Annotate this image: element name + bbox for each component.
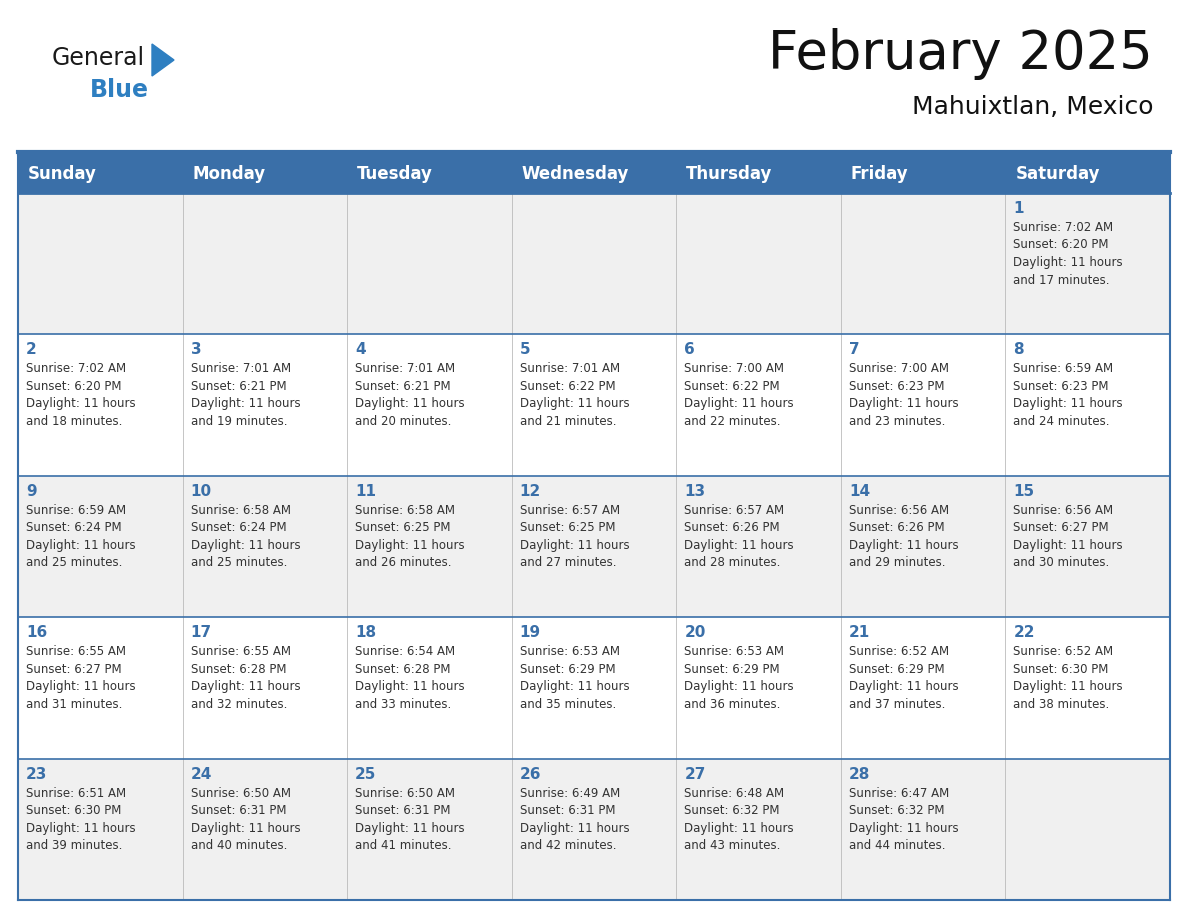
Text: Sunrise: 6:52 AM
Sunset: 6:30 PM
Daylight: 11 hours
and 38 minutes.: Sunrise: 6:52 AM Sunset: 6:30 PM Dayligh… bbox=[1013, 645, 1123, 711]
Text: Sunrise: 6:50 AM
Sunset: 6:31 PM
Daylight: 11 hours
and 41 minutes.: Sunrise: 6:50 AM Sunset: 6:31 PM Dayligh… bbox=[355, 787, 465, 852]
Text: 17: 17 bbox=[190, 625, 211, 640]
Bar bbox=[1005, 155, 1170, 193]
Text: Sunrise: 6:59 AM
Sunset: 6:24 PM
Daylight: 11 hours
and 25 minutes.: Sunrise: 6:59 AM Sunset: 6:24 PM Dayligh… bbox=[26, 504, 135, 569]
Text: 8: 8 bbox=[1013, 342, 1024, 357]
Text: 11: 11 bbox=[355, 484, 377, 498]
Bar bbox=[18, 155, 183, 193]
Text: 1: 1 bbox=[1013, 201, 1024, 216]
Text: 21: 21 bbox=[849, 625, 870, 640]
Bar bbox=[18, 334, 1170, 476]
Bar bbox=[512, 155, 676, 193]
Text: February 2025: February 2025 bbox=[769, 28, 1154, 80]
Bar bbox=[18, 476, 1170, 617]
Text: Sunrise: 6:58 AM
Sunset: 6:25 PM
Daylight: 11 hours
and 26 minutes.: Sunrise: 6:58 AM Sunset: 6:25 PM Dayligh… bbox=[355, 504, 465, 569]
Text: Wednesday: Wednesday bbox=[522, 165, 630, 183]
Bar bbox=[676, 155, 841, 193]
Text: 16: 16 bbox=[26, 625, 48, 640]
Text: Saturday: Saturday bbox=[1016, 165, 1100, 183]
Bar bbox=[841, 155, 1005, 193]
Text: Sunrise: 7:01 AM
Sunset: 6:21 PM
Daylight: 11 hours
and 19 minutes.: Sunrise: 7:01 AM Sunset: 6:21 PM Dayligh… bbox=[190, 363, 301, 428]
Text: 7: 7 bbox=[849, 342, 859, 357]
Text: Sunrise: 6:54 AM
Sunset: 6:28 PM
Daylight: 11 hours
and 33 minutes.: Sunrise: 6:54 AM Sunset: 6:28 PM Dayligh… bbox=[355, 645, 465, 711]
Text: 18: 18 bbox=[355, 625, 377, 640]
Text: Sunrise: 6:51 AM
Sunset: 6:30 PM
Daylight: 11 hours
and 39 minutes.: Sunrise: 6:51 AM Sunset: 6:30 PM Dayligh… bbox=[26, 787, 135, 852]
Text: Sunrise: 6:57 AM
Sunset: 6:26 PM
Daylight: 11 hours
and 28 minutes.: Sunrise: 6:57 AM Sunset: 6:26 PM Dayligh… bbox=[684, 504, 794, 569]
Text: Sunrise: 6:58 AM
Sunset: 6:24 PM
Daylight: 11 hours
and 25 minutes.: Sunrise: 6:58 AM Sunset: 6:24 PM Dayligh… bbox=[190, 504, 301, 569]
Text: 14: 14 bbox=[849, 484, 870, 498]
Bar bbox=[18, 617, 1170, 758]
Text: Sunrise: 6:55 AM
Sunset: 6:28 PM
Daylight: 11 hours
and 32 minutes.: Sunrise: 6:55 AM Sunset: 6:28 PM Dayligh… bbox=[190, 645, 301, 711]
Text: 5: 5 bbox=[519, 342, 530, 357]
Text: 13: 13 bbox=[684, 484, 706, 498]
Text: 22: 22 bbox=[1013, 625, 1035, 640]
Text: Sunday: Sunday bbox=[29, 165, 97, 183]
Polygon shape bbox=[152, 44, 173, 76]
Text: 25: 25 bbox=[355, 767, 377, 781]
Text: Sunrise: 6:57 AM
Sunset: 6:25 PM
Daylight: 11 hours
and 27 minutes.: Sunrise: 6:57 AM Sunset: 6:25 PM Dayligh… bbox=[519, 504, 630, 569]
Text: Sunrise: 6:52 AM
Sunset: 6:29 PM
Daylight: 11 hours
and 37 minutes.: Sunrise: 6:52 AM Sunset: 6:29 PM Dayligh… bbox=[849, 645, 959, 711]
Text: Thursday: Thursday bbox=[687, 165, 772, 183]
Text: 20: 20 bbox=[684, 625, 706, 640]
Text: Sunrise: 7:00 AM
Sunset: 6:22 PM
Daylight: 11 hours
and 22 minutes.: Sunrise: 7:00 AM Sunset: 6:22 PM Dayligh… bbox=[684, 363, 794, 428]
Text: Sunrise: 7:01 AM
Sunset: 6:21 PM
Daylight: 11 hours
and 20 minutes.: Sunrise: 7:01 AM Sunset: 6:21 PM Dayligh… bbox=[355, 363, 465, 428]
Text: 24: 24 bbox=[190, 767, 211, 781]
Text: 3: 3 bbox=[190, 342, 201, 357]
Text: Sunrise: 6:47 AM
Sunset: 6:32 PM
Daylight: 11 hours
and 44 minutes.: Sunrise: 6:47 AM Sunset: 6:32 PM Dayligh… bbox=[849, 787, 959, 852]
Text: 2: 2 bbox=[26, 342, 37, 357]
Text: Mahuixtlan, Mexico: Mahuixtlan, Mexico bbox=[911, 95, 1154, 119]
Text: Friday: Friday bbox=[851, 165, 909, 183]
Text: Sunrise: 7:01 AM
Sunset: 6:22 PM
Daylight: 11 hours
and 21 minutes.: Sunrise: 7:01 AM Sunset: 6:22 PM Dayligh… bbox=[519, 363, 630, 428]
Text: 26: 26 bbox=[519, 767, 542, 781]
Text: Sunrise: 6:56 AM
Sunset: 6:27 PM
Daylight: 11 hours
and 30 minutes.: Sunrise: 6:56 AM Sunset: 6:27 PM Dayligh… bbox=[1013, 504, 1123, 569]
Text: 9: 9 bbox=[26, 484, 37, 498]
Text: Sunrise: 6:49 AM
Sunset: 6:31 PM
Daylight: 11 hours
and 42 minutes.: Sunrise: 6:49 AM Sunset: 6:31 PM Dayligh… bbox=[519, 787, 630, 852]
Text: Monday: Monday bbox=[192, 165, 266, 183]
Bar bbox=[18, 758, 1170, 900]
Text: Sunrise: 6:59 AM
Sunset: 6:23 PM
Daylight: 11 hours
and 24 minutes.: Sunrise: 6:59 AM Sunset: 6:23 PM Dayligh… bbox=[1013, 363, 1123, 428]
Text: 4: 4 bbox=[355, 342, 366, 357]
Text: 6: 6 bbox=[684, 342, 695, 357]
Text: Sunrise: 6:53 AM
Sunset: 6:29 PM
Daylight: 11 hours
and 35 minutes.: Sunrise: 6:53 AM Sunset: 6:29 PM Dayligh… bbox=[519, 645, 630, 711]
Text: Sunrise: 7:02 AM
Sunset: 6:20 PM
Daylight: 11 hours
and 18 minutes.: Sunrise: 7:02 AM Sunset: 6:20 PM Dayligh… bbox=[26, 363, 135, 428]
Text: Sunrise: 7:02 AM
Sunset: 6:20 PM
Daylight: 11 hours
and 17 minutes.: Sunrise: 7:02 AM Sunset: 6:20 PM Dayligh… bbox=[1013, 221, 1123, 286]
Text: 19: 19 bbox=[519, 625, 541, 640]
Text: 15: 15 bbox=[1013, 484, 1035, 498]
Text: Sunrise: 6:50 AM
Sunset: 6:31 PM
Daylight: 11 hours
and 40 minutes.: Sunrise: 6:50 AM Sunset: 6:31 PM Dayligh… bbox=[190, 787, 301, 852]
Text: 12: 12 bbox=[519, 484, 541, 498]
Text: Sunrise: 6:55 AM
Sunset: 6:27 PM
Daylight: 11 hours
and 31 minutes.: Sunrise: 6:55 AM Sunset: 6:27 PM Dayligh… bbox=[26, 645, 135, 711]
Text: 28: 28 bbox=[849, 767, 871, 781]
Bar bbox=[18, 193, 1170, 334]
Text: Blue: Blue bbox=[90, 78, 148, 102]
Bar bbox=[183, 155, 347, 193]
Text: Tuesday: Tuesday bbox=[358, 165, 432, 183]
Text: General: General bbox=[52, 46, 145, 70]
Text: Sunrise: 6:48 AM
Sunset: 6:32 PM
Daylight: 11 hours
and 43 minutes.: Sunrise: 6:48 AM Sunset: 6:32 PM Dayligh… bbox=[684, 787, 794, 852]
Text: 27: 27 bbox=[684, 767, 706, 781]
Text: Sunrise: 6:53 AM
Sunset: 6:29 PM
Daylight: 11 hours
and 36 minutes.: Sunrise: 6:53 AM Sunset: 6:29 PM Dayligh… bbox=[684, 645, 794, 711]
Text: 23: 23 bbox=[26, 767, 48, 781]
Text: Sunrise: 6:56 AM
Sunset: 6:26 PM
Daylight: 11 hours
and 29 minutes.: Sunrise: 6:56 AM Sunset: 6:26 PM Dayligh… bbox=[849, 504, 959, 569]
Text: Sunrise: 7:00 AM
Sunset: 6:23 PM
Daylight: 11 hours
and 23 minutes.: Sunrise: 7:00 AM Sunset: 6:23 PM Dayligh… bbox=[849, 363, 959, 428]
Bar bbox=[347, 155, 512, 193]
Text: 10: 10 bbox=[190, 484, 211, 498]
